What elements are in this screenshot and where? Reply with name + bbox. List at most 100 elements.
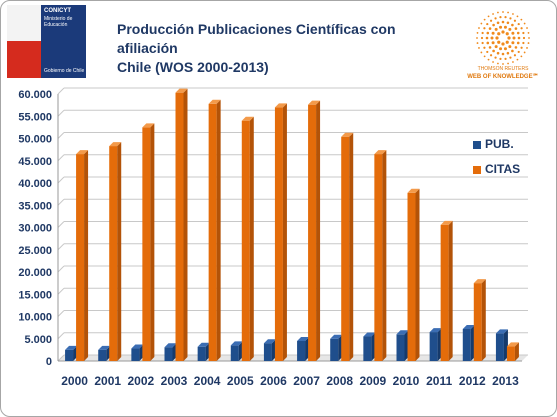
gridline-depth [57, 265, 65, 273]
bar-citas-side [316, 100, 321, 362]
gridline-depth [57, 87, 65, 95]
bar-citas [473, 283, 482, 361]
y-tick-label: 35.000 [18, 200, 52, 212]
wok-logo-dot [503, 25, 507, 29]
bar-citas-top [341, 132, 354, 137]
bar-pub [263, 343, 272, 361]
wok-logo-dot [514, 27, 518, 30]
y-tick-label: 0 [46, 356, 52, 368]
logo-ministry: Ministerio de Educación [44, 16, 73, 28]
bar-citas-side [183, 88, 188, 361]
bar-pub [297, 340, 306, 361]
bar-pub-top [363, 332, 376, 337]
wok-logo-dot [512, 13, 514, 15]
wok-logo-dot [486, 22, 489, 26]
legend-label: CITAS [485, 162, 521, 176]
bar-citas-top [175, 88, 188, 93]
bar-pub-top [263, 339, 276, 344]
wok-logo-dot [476, 42, 479, 44]
wok-logo-dot [520, 46, 523, 49]
wok-logo-dot [492, 61, 494, 63]
bar-pub-top [131, 344, 144, 349]
wok-logo-dot [520, 18, 523, 21]
wok-logo-dot [507, 36, 511, 40]
wok-logo-dot [503, 47, 507, 51]
wok-logo-dot [506, 51, 510, 55]
y-tick-label: 50.000 [18, 134, 52, 146]
wok-logo-dot [501, 42, 505, 46]
wok-logo-dot [522, 36, 526, 40]
wok-logo-dot [483, 46, 486, 49]
bar-citas-side [150, 123, 155, 361]
bar-pub-top [65, 345, 78, 350]
x-tick-label: 2008 [326, 374, 353, 388]
x-tick-label: 2010 [393, 374, 420, 388]
bar-citas [175, 92, 184, 361]
bar-citas-top [308, 100, 321, 105]
wok-logo-dot [490, 36, 494, 40]
wok-logo-dot [494, 27, 498, 31]
wok-logo-dot [491, 31, 495, 35]
bar-pub [230, 345, 239, 361]
x-tick-label: 2004 [194, 374, 221, 388]
wok-logo-dot [527, 42, 530, 44]
wok-logo-dot [502, 11, 504, 13]
wok-logo-dot [513, 54, 517, 57]
bar-citas-top [473, 279, 486, 284]
wok-logo-dot [481, 31, 484, 35]
wok-logo-dot [480, 22, 483, 25]
y-tick-label: 20.000 [18, 267, 52, 279]
wok-logo-dot [504, 16, 507, 19]
wok-brand-line2: WEB OF KNOWLEDGE℠ [467, 74, 539, 80]
wok-logo-dot [509, 17, 512, 20]
wok-logo-dot [507, 11, 509, 14]
wok-logo-dot [488, 27, 492, 30]
wok-logo-dot [492, 23, 495, 27]
bar-pub [495, 333, 504, 361]
wok-logo-dot [494, 45, 498, 49]
wok-logo-dot [517, 50, 520, 54]
wok-logo-dot [497, 62, 499, 65]
gridline-depth [57, 332, 65, 340]
chart-title-line2: Chile (WOS 2000-2013) [117, 59, 269, 75]
wok-logo-dot [478, 27, 480, 29]
bar-citas-side [481, 279, 486, 361]
chart-title: Producción Publicaciones Científicas con… [117, 20, 447, 77]
wok-logo-dot [516, 58, 519, 61]
wok-logo-dot [501, 30, 505, 34]
bar-pub-top [429, 328, 442, 333]
x-tick-label: 2011 [426, 374, 452, 388]
wok-logo-dot [489, 19, 493, 22]
wok-logo-dot [526, 27, 528, 29]
bar-pub [131, 348, 140, 361]
gridline-depth [57, 176, 65, 184]
bar-citas [506, 346, 515, 361]
wok-logo-dot [487, 58, 490, 61]
legend-swatch [473, 166, 481, 174]
bar-citas-side [249, 116, 254, 361]
bar-citas-side [514, 342, 519, 361]
bar-pub-top [396, 330, 409, 335]
web-of-knowledge-logo [476, 11, 530, 65]
logo-name: CONICYT [44, 8, 71, 14]
bar-citas-side [282, 103, 287, 361]
gridline-depth [57, 221, 65, 228]
wok-logo-dot [527, 32, 530, 34]
wok-logo-dot [516, 41, 520, 45]
wok-logo-dot [501, 20, 505, 24]
wok-logo-dot [499, 16, 502, 19]
gridline-depth [57, 310, 65, 317]
wok-logo-dot [516, 31, 520, 35]
bar-citas-top [208, 99, 221, 104]
gridline-depth [57, 287, 65, 295]
wok-logo-dot [516, 15, 519, 18]
bar-citas [407, 192, 416, 361]
bar-pub [98, 349, 107, 361]
wok-logo-dot [495, 36, 499, 40]
y-tick-label: 15.000 [18, 289, 52, 301]
x-tick-label: 2007 [293, 374, 320, 388]
bar-citas-side [117, 142, 122, 361]
bar-citas-top [76, 150, 89, 155]
wok-logo-dot [492, 13, 494, 15]
wok-logo-dot [509, 56, 512, 59]
